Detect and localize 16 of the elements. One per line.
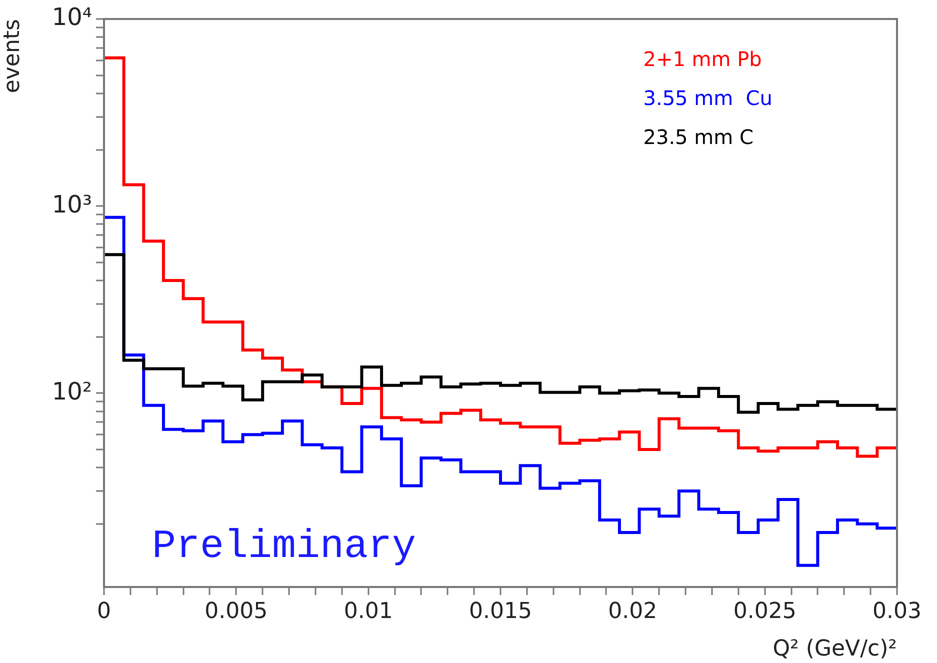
y-tick-label: 10²: [52, 377, 92, 406]
x-tick-label: 0: [97, 598, 111, 624]
x-tick-label: 0.03: [872, 598, 922, 624]
x-tick-label: 0.015: [469, 598, 532, 624]
x-axis-title: Q² (GeV/c)²: [772, 636, 897, 662]
text: 3.55 mm Cu: [643, 86, 772, 110]
annotation: Preliminary: [152, 525, 416, 570]
x-tick-label: 0.025: [733, 598, 796, 624]
y-tick-label: 10⁴: [52, 3, 92, 32]
text: 23.5 mm C: [643, 125, 754, 150]
x-tick-label: 0.01: [344, 598, 393, 624]
text: 2+1 mm Pb: [643, 47, 762, 72]
x-tick-label: 0.02: [608, 598, 658, 624]
y-axis-title: events: [0, 19, 25, 94]
x-tick-label: 0.005: [204, 598, 268, 624]
y-tick-label: 10³: [52, 190, 92, 218]
